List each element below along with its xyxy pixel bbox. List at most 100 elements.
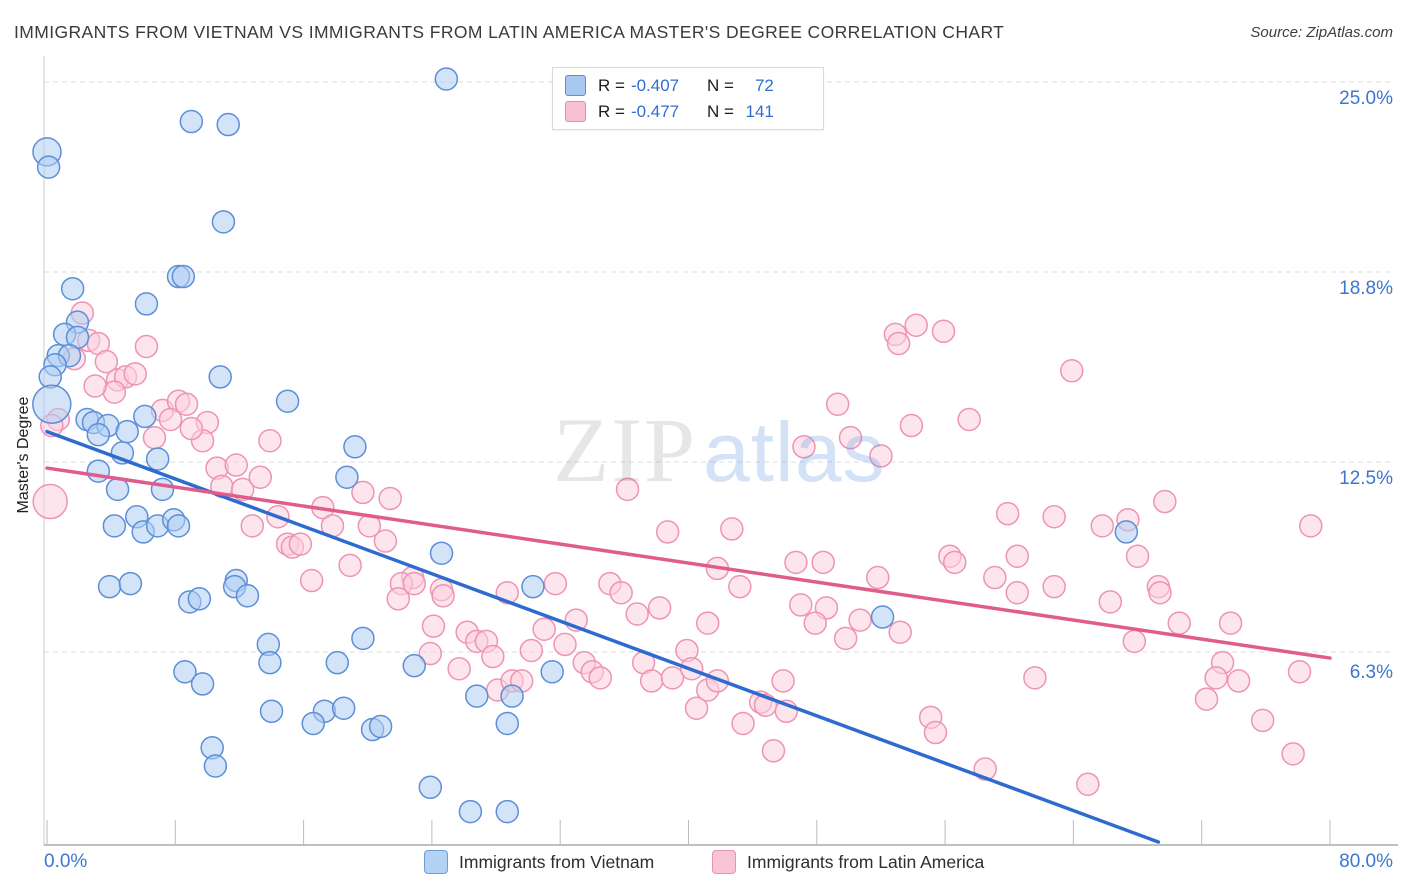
scatter-point-pink bbox=[94, 349, 119, 374]
scatter-point-pink bbox=[1204, 666, 1228, 690]
scatter-point-blue bbox=[465, 684, 489, 708]
scatter-point-blue bbox=[86, 422, 111, 447]
scatter-point-pink bbox=[1250, 708, 1275, 733]
y-tick-label-12-5: 12.5% bbox=[1339, 468, 1393, 489]
scatter-point-blue bbox=[97, 574, 122, 599]
scatter-point-blue bbox=[1114, 520, 1139, 544]
watermark-atlas: atlas bbox=[703, 405, 886, 499]
scatter-point-blue bbox=[118, 571, 143, 596]
scatter-point-pink bbox=[728, 574, 752, 599]
latin-america-swatch-icon bbox=[565, 101, 586, 122]
scatter-point-blue bbox=[211, 210, 236, 234]
trendline-blue bbox=[45, 429, 1161, 844]
stats-legend-box: R = -0.407 N = 72 R = -0.477 N = 141 bbox=[552, 67, 824, 130]
r-label: R = bbox=[598, 75, 625, 95]
source-link[interactable]: ZipAtlas.com bbox=[1306, 24, 1393, 41]
scatter-point-pink bbox=[771, 669, 795, 693]
n-label: N = bbox=[706, 101, 734, 121]
n-label: N = bbox=[706, 75, 734, 95]
scatter-point-blue bbox=[275, 389, 300, 413]
trendline-pink bbox=[45, 466, 1332, 660]
scatter-point-pink bbox=[1167, 611, 1191, 635]
scatter-point-blue bbox=[102, 514, 127, 538]
scatter-point-blue bbox=[495, 711, 520, 736]
scatter-point-pink bbox=[519, 638, 544, 663]
r-value: -0.477 bbox=[630, 101, 680, 121]
scatter-point-pink bbox=[1005, 544, 1030, 568]
scatter-point-blue bbox=[216, 112, 240, 137]
scatter-point-blue bbox=[133, 404, 157, 429]
vietnam-swatch-icon bbox=[565, 75, 586, 96]
scatter-point-pink bbox=[1125, 544, 1150, 568]
watermark-zip: ZIP bbox=[553, 399, 697, 501]
scatter-point-pink bbox=[447, 656, 471, 681]
scatter-point-blue bbox=[301, 711, 325, 736]
scatter-point-blue bbox=[521, 574, 545, 599]
scatter-point-blue bbox=[190, 672, 215, 696]
y-axis-title: Master's Degree bbox=[15, 396, 32, 514]
scatter-point-pink bbox=[1076, 772, 1100, 796]
scatter-point-pink bbox=[421, 614, 446, 638]
source-prefix: Source: bbox=[1250, 24, 1303, 41]
y-tick-label-6-3: 6.3% bbox=[1349, 662, 1393, 683]
scatter-point-pink bbox=[32, 483, 68, 520]
page-title: IMMIGRANTS FROM VIETNAM VS IMMIGRANTS FR… bbox=[14, 22, 1005, 42]
scatter-point-blue bbox=[115, 419, 139, 444]
scatter-point-pink bbox=[288, 532, 313, 556]
scatter-point-blue bbox=[60, 276, 85, 301]
scatter-point-pink bbox=[1090, 514, 1115, 538]
scatter-point-pink bbox=[615, 477, 640, 502]
scatter-point-pink bbox=[588, 666, 613, 690]
scatter-point-pink bbox=[1060, 359, 1084, 383]
scatter-point-blue bbox=[495, 799, 520, 824]
scatter-point-blue bbox=[235, 584, 260, 608]
scatter-point-blue bbox=[335, 465, 359, 489]
scatter-point-blue bbox=[134, 292, 159, 316]
scatter-point-blue bbox=[145, 447, 170, 471]
scatter-point-pink bbox=[158, 407, 183, 432]
legend-item-vietnam: Immigrants from Vietnam bbox=[424, 850, 654, 874]
scatter-point-pink bbox=[923, 720, 948, 745]
scatter-point-pink bbox=[957, 407, 981, 432]
scatter-point-pink bbox=[731, 711, 755, 736]
scatter-point-pink bbox=[983, 565, 1007, 590]
legend-label-vietnam: Immigrants from Vietnam bbox=[459, 851, 655, 872]
scatter-point-pink bbox=[660, 666, 685, 690]
scatter-point-pink bbox=[803, 611, 827, 635]
scatter-point-pink bbox=[1287, 660, 1312, 684]
scatter-point-pink bbox=[1042, 574, 1066, 599]
scatter-point-pink bbox=[789, 593, 813, 617]
scatter-point-pink bbox=[553, 632, 577, 657]
scatter-point-pink bbox=[179, 416, 204, 441]
scatter-point-pink bbox=[865, 565, 890, 590]
scatter-point-pink bbox=[123, 362, 147, 386]
scatter-point-blue bbox=[331, 696, 356, 720]
latin-america-legend-swatch-icon bbox=[712, 850, 736, 874]
scatter-point-pink bbox=[351, 480, 375, 505]
scatter-point-pink bbox=[174, 392, 199, 416]
scatter-point-pink bbox=[695, 611, 720, 635]
scatter-point-pink bbox=[761, 739, 786, 763]
scatter-point-blue bbox=[458, 799, 483, 824]
n-value: 141 bbox=[745, 101, 774, 121]
scatter-point-pink bbox=[811, 550, 835, 575]
scatter-point-pink bbox=[418, 641, 443, 666]
scatter-point-blue bbox=[368, 714, 393, 739]
scatter-point-blue bbox=[36, 155, 61, 179]
scatter-point-blue bbox=[105, 477, 130, 502]
x-axis-max-label: 80.0% bbox=[1339, 851, 1393, 872]
scatter-point-blue bbox=[540, 660, 564, 684]
scatter-point-pink bbox=[1098, 590, 1123, 614]
scatter-point-blue bbox=[179, 109, 204, 134]
scatter-point-pink bbox=[1148, 580, 1172, 605]
scatter-point-blue bbox=[32, 384, 72, 424]
scatter-point-blue bbox=[402, 653, 427, 678]
scatter-point-pink bbox=[83, 374, 107, 398]
legend-item-latin-america: Immigrants from Latin America bbox=[712, 850, 984, 874]
scatter-point-pink bbox=[481, 644, 505, 669]
scatter-point-pink bbox=[543, 571, 568, 596]
x-axis-min-label: 0.0% bbox=[44, 851, 88, 872]
scatter-point-pink bbox=[386, 587, 410, 611]
